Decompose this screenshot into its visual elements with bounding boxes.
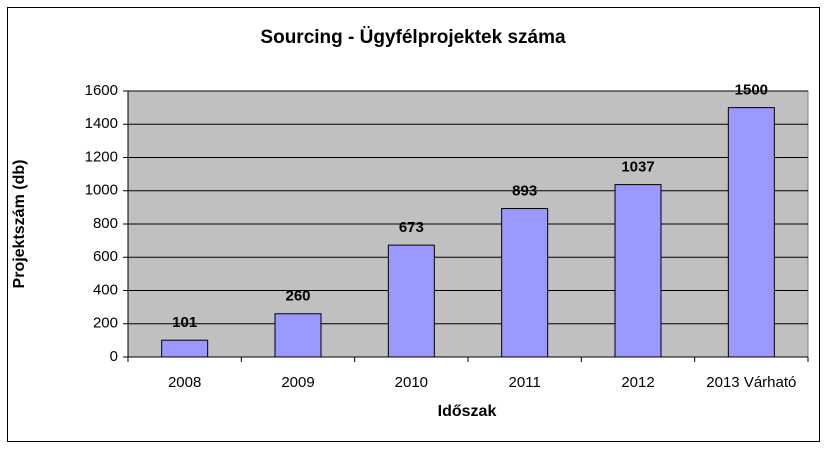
bar [274, 313, 322, 358]
bar [387, 244, 435, 358]
chart-title: Sourcing - Ügyfélprojektek száma [260, 27, 566, 48]
x-axis-label: Időszak [438, 403, 497, 420]
y-tick-label: 800 [93, 215, 118, 232]
data-label: 1037 [621, 159, 654, 176]
y-tick-label: 200 [93, 315, 118, 332]
data-label: 101 [172, 314, 197, 331]
y-tick-label: 0 [110, 348, 118, 365]
x-tick-label: 2008 [168, 374, 201, 391]
x-tick-label: 2013 Várható [706, 374, 796, 391]
bar [501, 208, 549, 358]
x-tick-label: 2011 [509, 374, 541, 391]
y-tick-label: 600 [93, 248, 118, 265]
data-label: 893 [512, 183, 537, 200]
data-label: 1500 [735, 82, 768, 99]
y-tick-label: 1600 [85, 82, 118, 99]
y-tick-label: 1200 [85, 148, 118, 165]
x-tick-label: 2010 [395, 374, 428, 391]
data-label: 673 [399, 219, 424, 236]
y-tick-label: 400 [93, 281, 118, 298]
y-axis-label: Projektszám (db) [11, 160, 28, 289]
y-tick-label: 1000 [85, 182, 118, 199]
y-tick-label: 1400 [85, 115, 118, 132]
data-label: 260 [285, 288, 310, 305]
bar [614, 184, 662, 358]
x-tick-label: 2009 [281, 374, 314, 391]
x-tick-label: 2012 [621, 374, 654, 391]
bar [727, 107, 775, 358]
bar [161, 339, 209, 358]
